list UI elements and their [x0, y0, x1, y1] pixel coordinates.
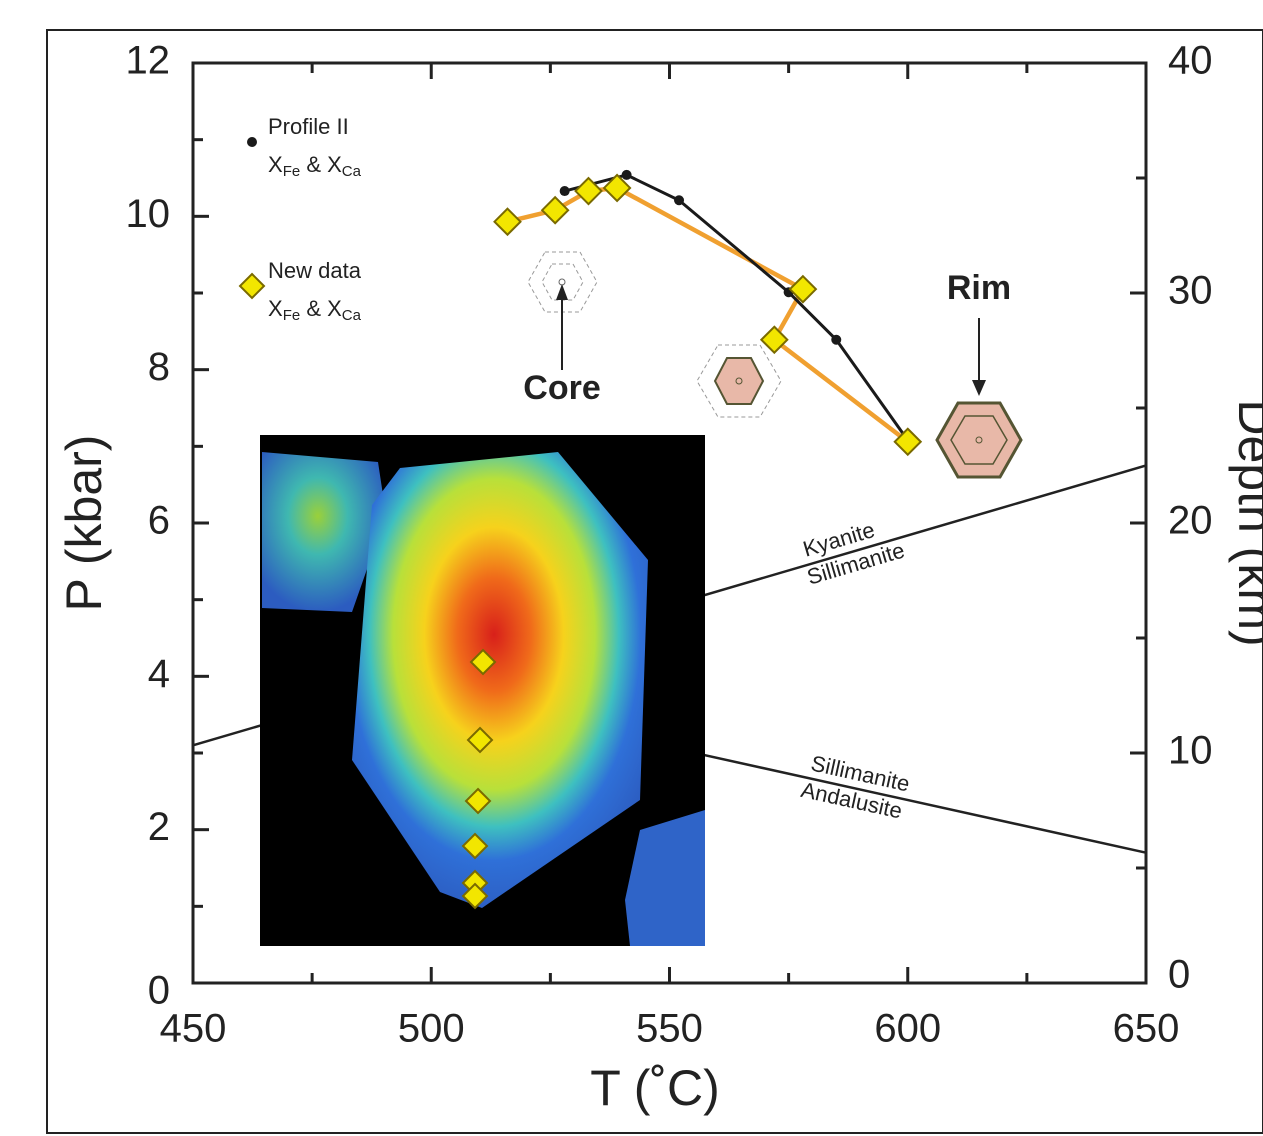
y-axis-title: P (kbar)	[56, 435, 112, 612]
y2-tick-label: 10	[1168, 729, 1213, 773]
inset-crystal-small	[262, 452, 386, 612]
point	[493, 207, 522, 237]
x-tick-label: 650	[1113, 1007, 1180, 1051]
point	[559, 186, 570, 197]
legend-sublabel-part: & X	[300, 296, 342, 321]
legend-sublabel-part: Ca	[342, 163, 362, 180]
x-tick-label: 600	[874, 1007, 941, 1051]
y-tick-label: 6	[148, 499, 170, 543]
legend-sublabel-part: & X	[300, 152, 342, 177]
x-tick-label: 500	[398, 1007, 465, 1051]
point	[540, 195, 570, 225]
legend-sublabel-part: Fe	[283, 307, 301, 324]
point	[788, 274, 818, 304]
legend-marker	[238, 272, 266, 300]
legend-label: Profile II	[268, 114, 349, 139]
legend-sublabel: XFe & XCa	[268, 296, 362, 324]
point	[759, 325, 789, 355]
point	[674, 195, 685, 206]
y-tick-label: 12	[126, 39, 171, 83]
y2-tick-label: 0	[1168, 953, 1190, 997]
annotation: Core	[523, 369, 600, 407]
legend-sublabel: XFe & XCa	[268, 152, 362, 180]
point	[831, 334, 842, 345]
y-tick-label: 0	[148, 969, 170, 1013]
legend-sublabel-part: Ca	[342, 307, 362, 324]
y-tick-label: 4	[148, 652, 170, 696]
inset-image	[260, 435, 705, 946]
point	[574, 176, 603, 206]
inset-points	[461, 648, 497, 910]
inset-crystal	[352, 452, 648, 908]
legend-sublabel-part: X	[268, 152, 283, 177]
point	[621, 169, 632, 180]
ticks: 450 500 550 600 650 0 2 4 6 8 10 12 0 10 20 30 40	[126, 39, 1213, 1051]
x-tick-label: 450	[160, 1007, 227, 1051]
point	[893, 427, 923, 457]
y2-tick-label: 40	[1168, 39, 1213, 83]
legend-marker	[247, 137, 257, 147]
x-axis-title: T (˚C)	[590, 1060, 720, 1116]
y-tick-label: 8	[148, 345, 170, 389]
y2-tick-label: 20	[1168, 499, 1213, 543]
x-tick-label: 550	[636, 1007, 703, 1051]
zoning-glyphs	[527, 251, 1023, 479]
legend-sublabel-part: Fe	[283, 163, 301, 180]
legend-sublabel-part: X	[268, 296, 283, 321]
series	[493, 169, 923, 457]
frame	[46, 29, 1263, 1134]
y-tick-label: 2	[148, 805, 170, 849]
annotation: Rim	[947, 269, 1011, 307]
y-tick-label: 10	[126, 192, 171, 236]
y2-axis-title: Depth (km)	[1228, 399, 1263, 646]
legend-label: New data	[268, 258, 362, 283]
inset-crystal-edge	[625, 810, 705, 946]
y2-tick-label: 30	[1168, 269, 1213, 313]
point	[602, 173, 632, 203]
